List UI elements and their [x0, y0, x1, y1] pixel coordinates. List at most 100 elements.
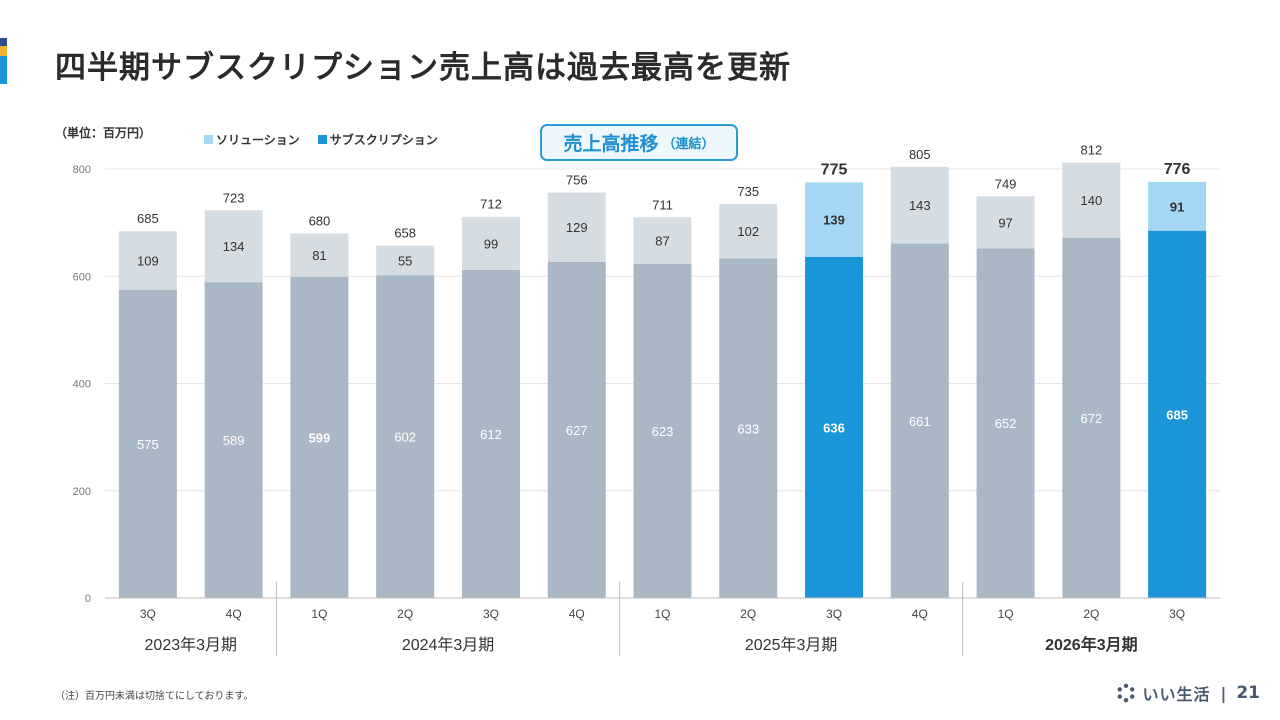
bar-subscription [1062, 237, 1121, 598]
x-tick-label: 1Q [998, 607, 1014, 621]
footnote: （注）百万円未満は切捨てにしております。 [55, 691, 254, 702]
bar-solution [290, 233, 349, 277]
total-label: 812 [1080, 143, 1102, 158]
bar-subscription [118, 289, 177, 598]
y-tick-label: 0 [85, 593, 91, 605]
bar-subscription [547, 261, 606, 598]
bar-subscription [204, 282, 263, 598]
x-tick-label: 4Q [226, 607, 242, 621]
accent-bar-blue [0, 56, 7, 84]
total-label: 749 [995, 176, 1017, 191]
legend-item-solution: ソリューション [204, 131, 300, 148]
chart-title-sub: （連結） [662, 137, 715, 152]
value-label-subscription: 599 [309, 430, 331, 445]
x-tick-label: 3Q [826, 607, 842, 621]
value-label-subscription: 633 [737, 421, 759, 436]
x-tick-label: 4Q [912, 607, 928, 621]
page-number: 21 [1236, 683, 1260, 703]
bar-solution [719, 203, 778, 259]
total-label: 723 [223, 190, 245, 205]
total-label: 805 [909, 147, 931, 162]
value-label-subscription: 652 [995, 416, 1017, 431]
x-tick-label: 2Q [740, 607, 756, 621]
footer-brand: いい生活 | 21 [1116, 681, 1260, 705]
y-tick-label: 400 [73, 379, 91, 391]
y-tick-label: 200 [73, 486, 91, 498]
total-label: 680 [309, 213, 331, 228]
value-label-solution: 109 [137, 253, 159, 268]
bar-solution [1148, 181, 1207, 231]
total-label: 775 [821, 161, 848, 178]
accent-bar-yellow [0, 46, 7, 56]
y-tick-label: 800 [73, 164, 91, 176]
legend-item-subscription: サブスクリプション [317, 131, 438, 148]
bar-solution [204, 210, 263, 283]
y-tick-label: 600 [73, 271, 91, 283]
value-label-solution: 99 [484, 236, 498, 251]
bar-solution [376, 245, 435, 276]
x-tick-label: 3Q [140, 607, 156, 621]
chart-title-main: 売上高推移 [563, 133, 659, 155]
period-label: 2026年3月期 [1045, 635, 1138, 654]
value-label-subscription: 623 [652, 424, 674, 439]
page-title: 四半期サブスクリプション売上高は過去最高を更新 [55, 50, 791, 86]
unit-label: （単位：百万円） [55, 126, 152, 140]
bar-subscription [376, 275, 435, 598]
value-label-subscription: 685 [1166, 407, 1188, 422]
bar-subscription [976, 248, 1035, 599]
bar-solution [805, 182, 864, 257]
bar-subscription [290, 276, 349, 598]
total-label: 712 [480, 197, 502, 212]
total-label: 776 [1164, 161, 1191, 178]
bar-solution [461, 216, 520, 270]
value-label-solution: 139 [823, 213, 845, 228]
bar-subscription [890, 243, 949, 598]
legend-label-solution: ソリューション [216, 133, 300, 147]
chart-legend: ソリューション サブスクリプション [204, 131, 438, 148]
x-tick-label: 1Q [311, 607, 327, 621]
legend-label-subscription: サブスクリプション [329, 133, 438, 147]
value-label-solution: 140 [1080, 193, 1102, 208]
total-label: 685 [137, 211, 159, 226]
x-tick-label: 4Q [569, 607, 585, 621]
total-label: 756 [566, 173, 588, 188]
value-label-solution: 129 [566, 220, 588, 235]
chart-title-badge: 売上高推移 （連結） [540, 124, 738, 161]
x-tick-label: 3Q [1169, 607, 1185, 621]
x-tick-label: 3Q [483, 607, 499, 621]
bar-solution [976, 196, 1035, 249]
bar-subscription [805, 256, 864, 598]
value-label-subscription: 589 [223, 433, 245, 448]
value-label-subscription: 602 [394, 430, 416, 445]
accent-bar-navy [0, 38, 7, 46]
bar-subscription [461, 269, 520, 598]
total-label: 711 [652, 197, 673, 212]
legend-swatch-subscription [317, 135, 327, 144]
value-label-solution: 55 [398, 253, 412, 268]
x-tick-label: 2Q [397, 607, 413, 621]
value-label-subscription: 575 [137, 437, 159, 452]
brand-logo-icon [1118, 683, 1135, 703]
bar-solution [547, 192, 606, 262]
value-label-solution: 134 [223, 239, 245, 254]
period-label: 2025年3月期 [745, 636, 838, 654]
bar-subscription [1148, 230, 1207, 598]
value-label-solution: 87 [655, 234, 669, 249]
value-label-solution: 81 [312, 248, 326, 263]
bar-subscription [719, 258, 778, 598]
value-label-subscription: 672 [1080, 411, 1102, 426]
bar-solution [890, 166, 949, 244]
value-label-solution: 97 [998, 215, 1012, 230]
value-label-subscription: 636 [823, 420, 845, 435]
value-label-solution: 143 [909, 198, 931, 213]
bar-solution [1062, 162, 1121, 238]
brand-separator: | [1220, 683, 1227, 703]
bar-subscription [633, 263, 692, 598]
legend-swatch-solution [204, 135, 213, 144]
x-tick-label: 1Q [654, 607, 670, 621]
bar-solution [633, 217, 692, 264]
bar-solution [118, 231, 177, 290]
value-label-solution: 91 [1170, 199, 1184, 214]
value-label-subscription: 661 [909, 414, 931, 429]
